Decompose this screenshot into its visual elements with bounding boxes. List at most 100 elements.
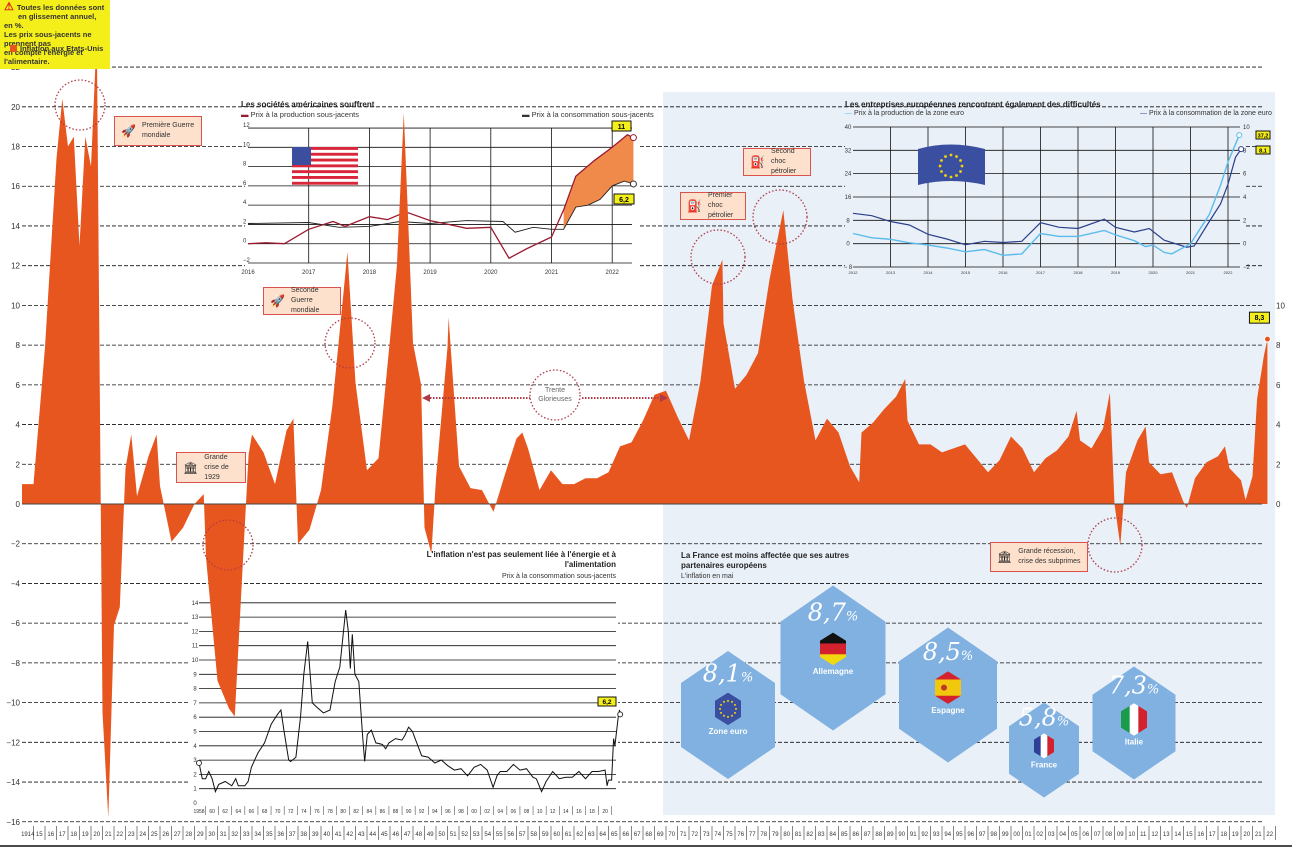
hex-value: 8,5%	[923, 638, 974, 666]
y-tick-label: 13	[192, 615, 199, 621]
y-tick-label-left: 10	[11, 301, 20, 310]
flag-band	[935, 679, 961, 696]
oil-derrick-icon: ⛽	[750, 155, 765, 169]
hexagon-es: 8,5% Espagne	[899, 627, 997, 763]
y-tick-label: 4	[193, 744, 197, 750]
x-tick-label: 38	[300, 832, 307, 838]
x-tick-label: 2022	[606, 270, 620, 276]
flag-stripe	[292, 176, 358, 179]
callout-text: Grande crise de 1929	[204, 453, 229, 481]
x-tick-label: 96	[445, 809, 451, 815]
trente-glorieuses-label: Trente Glorieuses	[538, 387, 572, 403]
end-marker	[629, 134, 637, 142]
core-inset-title: L'inflation n'est pas seulement liée à l…	[426, 550, 616, 569]
flag-band	[820, 654, 846, 666]
x-tick-label: 94	[944, 832, 951, 838]
y-tick-label-left: 20	[11, 103, 20, 112]
flag-star	[727, 715, 729, 718]
y-tick-label: 2	[193, 772, 197, 778]
flag-stripe	[292, 181, 358, 185]
x-tick-label: 2018	[363, 270, 377, 276]
x-tick-label: 69	[657, 832, 664, 838]
y-tick-label-right: 6	[1276, 381, 1281, 390]
x-tick-label: 82	[806, 832, 813, 838]
flag-star	[955, 174, 958, 177]
y-tick-label-left: 14	[11, 222, 20, 231]
y-tick-label-left: 24	[845, 172, 852, 178]
x-tick-label: 90	[898, 832, 905, 838]
y-tick-label-right: 6	[1243, 172, 1247, 178]
flag-star	[723, 714, 725, 717]
y-tick-label-left: −14	[6, 778, 20, 787]
y-tick-label-left: −16	[6, 818, 20, 827]
hex-value: 5,8%	[1019, 703, 1070, 731]
x-tick-label: 56	[507, 832, 514, 838]
x-tick-label: 95	[956, 832, 963, 838]
x-tick-label: 99	[1002, 832, 1009, 838]
x-tick-label: 79	[772, 832, 779, 838]
x-tick-label: 10	[1128, 832, 1135, 838]
core-inset-bg	[188, 598, 618, 820]
x-tick-label: 27	[174, 832, 181, 838]
flag-star	[944, 174, 947, 177]
value-unit: %	[961, 649, 973, 664]
legend-label: Prix à la production sous-jacents	[250, 110, 359, 119]
x-tick-label: 66	[249, 809, 255, 815]
x-tick-label: 08	[1105, 832, 1112, 838]
flag-star	[960, 164, 964, 168]
x-tick-label: 20	[602, 809, 608, 815]
x-tick-label: 14	[563, 809, 569, 815]
value-number: 8,7	[808, 598, 847, 626]
hex-label: Espagne	[931, 706, 965, 715]
x-tick-label: 39	[312, 832, 319, 838]
x-tick-label: 09	[1117, 832, 1124, 838]
x-tick-label: 74	[714, 832, 721, 838]
value-number: 7,3	[1109, 672, 1147, 700]
x-tick-label: 2016	[999, 270, 1009, 275]
end-marker	[617, 711, 624, 718]
legend-label: Prix à la consommation de la zone euro	[1148, 110, 1272, 117]
flag-star	[959, 159, 962, 162]
event-circle	[529, 369, 581, 421]
eu-cpi-end-label: 8,1	[1259, 149, 1267, 155]
callout-ww1: 🚀 Première Guerre mondiale	[114, 116, 202, 146]
eu-legend-ppi: — Prix à la production de la zone euro	[845, 110, 964, 117]
callout-oil1: ⛽ Premier choc pétrolier	[680, 192, 746, 220]
x-tick-label: 82	[353, 809, 359, 815]
x-tick-label: 17	[1209, 832, 1216, 838]
legend-label: Inflation aux Etats-Unis	[20, 44, 104, 53]
hexagon-de: 8,7% Allemagne	[780, 585, 886, 731]
end-marker	[1236, 132, 1243, 139]
x-tick-label: 57	[519, 832, 526, 838]
flag-star	[727, 699, 729, 702]
flag-es-icon	[935, 671, 961, 704]
x-tick-label: 68	[645, 832, 652, 838]
legend-label: Prix à la production de la zone euro	[853, 110, 965, 117]
oil-derrick-icon: ⛽	[687, 199, 702, 213]
x-tick-label: 2015	[961, 270, 971, 275]
x-tick-label: 84	[829, 832, 836, 838]
eu-inset-chart: 40 32 24 16 8 0 − 8 10 8 6 4 2 0 −2 2012 2013 2014 2015 20…	[844, 122, 1271, 275]
flag-band	[820, 643, 846, 655]
us-ppi-line	[247, 134, 634, 260]
y-tick-label-left: −6	[11, 619, 21, 628]
flag-star	[731, 700, 733, 703]
y-tick-label-left: 8	[16, 341, 21, 350]
x-tick-label: 73	[703, 832, 710, 838]
y-tick-label-left: −2	[11, 540, 21, 549]
x-tick-label: 02	[1036, 832, 1043, 838]
note-box: ⚠ Toutes les données sont en glissement a…	[0, 0, 110, 69]
y-tick-label: 12	[243, 123, 250, 129]
x-tick-label: 02	[484, 809, 490, 815]
flag-star	[731, 714, 733, 717]
x-tick-label: 16	[47, 832, 54, 838]
y-tick-label-left: 32	[845, 148, 852, 154]
hexagon-eu: 8,1% Zone euro	[681, 651, 775, 779]
callout-text: Grande récession, crise des subprimes	[1018, 548, 1081, 565]
y-tick-label: 8	[193, 687, 197, 693]
x-tick-label: 08	[524, 809, 530, 815]
y-tick-label: 0	[243, 239, 247, 245]
x-tick-label: 30	[208, 832, 215, 838]
x-tick-label: 15	[36, 832, 43, 838]
flag-star	[949, 175, 953, 179]
